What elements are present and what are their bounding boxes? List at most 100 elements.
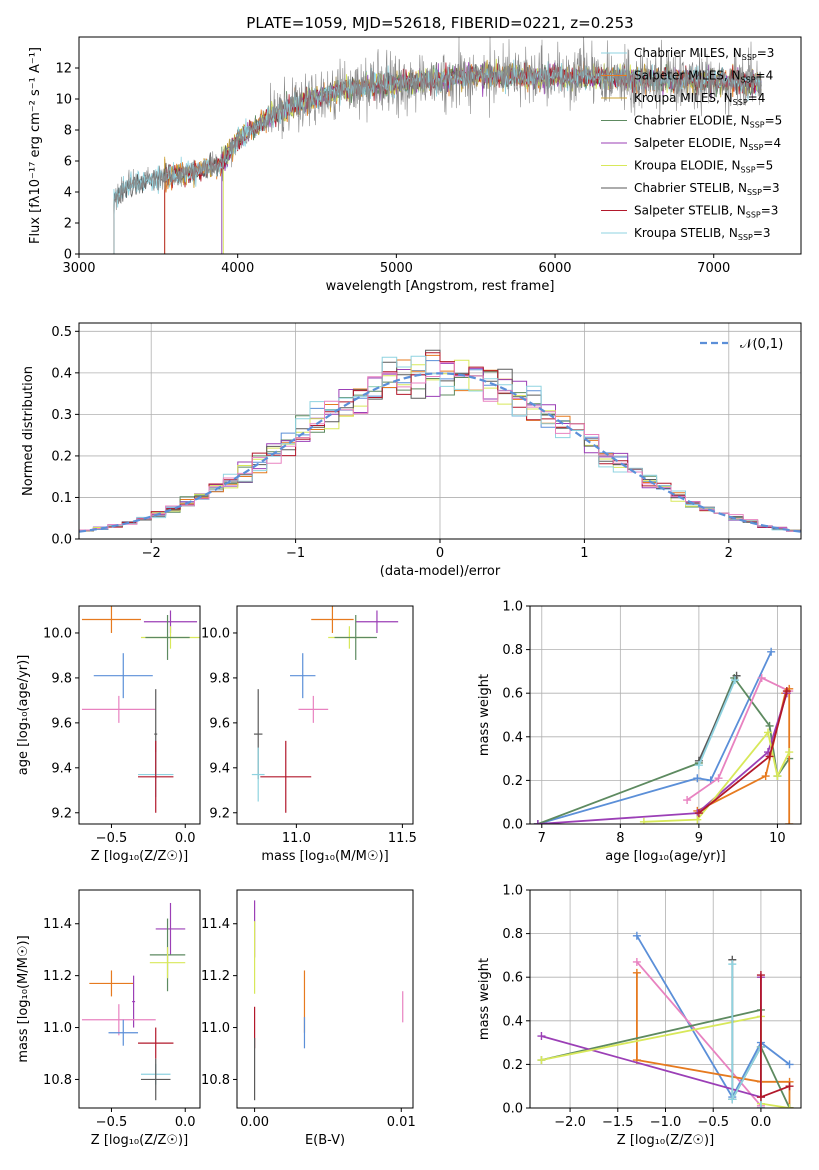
x-tick-label: 11.0 (282, 831, 311, 846)
weight-marker (694, 761, 703, 770)
weight-marker (785, 748, 794, 757)
plot-area (113, 37, 762, 254)
legend: 𝒩(0,1) (700, 337, 783, 352)
weight-marker (765, 721, 774, 730)
y-tick-label: 0.6 (502, 971, 523, 986)
legend-entry: Kroupa ELODIE, NSSP=5 (634, 159, 773, 175)
x-axis-label: Z [log₁₀(Z/Z☉)] (91, 849, 188, 864)
normal-reference-curve (79, 372, 801, 533)
weight-marker (765, 752, 774, 761)
panel-weight_vs_age: 7 8 9 10 0.0 0.2 0.4 0.6 0.8 1.0 age [log₁₀(age/yr… (477, 600, 802, 864)
weight-marker (731, 676, 740, 685)
legend-entry: Chabrier ELODIE, NSSP=5 (634, 114, 782, 130)
axes-frame (236, 605, 414, 825)
x-tick-label: 8 (616, 831, 624, 846)
weight-marker (632, 931, 641, 940)
weight-series (686, 676, 790, 801)
x-tick-label: 0.0 (751, 1115, 772, 1130)
x-tick-label: 7000 (697, 261, 730, 276)
weight-marker (757, 673, 766, 682)
x-tick-label: 0 (436, 546, 444, 561)
weight-marker (728, 960, 737, 969)
legend: Chabrier MILES, NSSP=3 Salpeter MILES, NS… (601, 46, 782, 242)
panel-age_vs_mass: 11.0 11.5 9.2 9.4 9.6 9.8 10.0 mass [log₁₀(M/M☉… (201, 605, 417, 864)
y-tick-label: 9.2 (51, 806, 72, 821)
x-tick-label: 11.5 (388, 831, 417, 846)
y-tick-label: 0.8 (502, 927, 523, 942)
x-axis-label: age [log₁₀(age/yr)] (605, 849, 726, 864)
axes-frame (78, 322, 802, 540)
x-axis-label: wavelength [Angstrom, rest frame] (326, 279, 555, 294)
axes-frame (529, 605, 802, 825)
x-tick-label: 3000 (62, 261, 95, 276)
weight-series (731, 964, 762, 1108)
y-tick-label: 6 (64, 155, 72, 170)
y-tick-label: 9.4 (209, 761, 230, 776)
y-tick-label: 11.4 (43, 917, 72, 932)
weight-marker (694, 809, 703, 818)
x-tick-label: −2 (142, 546, 161, 561)
y-axis-label: age [log₁₀(age/yr)] (16, 655, 31, 776)
y-axis-label: mass [log₁₀(M/M☉)] (16, 935, 31, 1062)
y-tick-label: 0.3 (51, 408, 72, 423)
y-tick-label: 1.0 (502, 884, 523, 899)
weight-series (541, 977, 762, 1108)
panel-spectrum: 3000 4000 5000 6000 7000 0 2 4 6 8 10 12 wavelength … (28, 14, 802, 294)
weight-marker (632, 968, 641, 977)
y-axis-label: mass weight (477, 674, 492, 756)
weight-marker (683, 796, 692, 805)
weight-marker (785, 820, 794, 824)
y-tick-label: 1.0 (502, 600, 523, 615)
y-tick-label: 0.4 (502, 730, 523, 745)
weight-marker (782, 687, 791, 696)
y-axis-label: Flux [fλ10⁻¹⁷ erg cm⁻² s⁻¹ A⁻¹] (28, 47, 43, 244)
weight-marker (732, 671, 741, 680)
x-tick-label: −1 (286, 546, 305, 561)
y-tick-label: 2 (64, 217, 72, 232)
weight-marker (785, 1082, 794, 1091)
y-tick-label: 11.2 (201, 969, 230, 984)
residual-histogram (79, 362, 801, 535)
panel-residuals: −2 −1 0 1 2 0.0 0.1 0.2 0.3 0.4 0.5 (data-model)/er… (21, 322, 802, 579)
x-axis-label: (data-model)/error (380, 564, 501, 579)
y-tick-label: 0.2 (51, 449, 72, 464)
y-tick-label: 0.1 (51, 491, 72, 506)
y-tick-label: 0.4 (51, 366, 72, 381)
y-tick-label: 0.2 (502, 1058, 523, 1073)
x-tick-label: −2.0 (554, 1115, 586, 1130)
y-tick-label: 0.0 (502, 1102, 523, 1117)
y-tick-label: 0.2 (502, 774, 523, 789)
plot-area (79, 349, 801, 535)
plot-area (81, 902, 186, 1101)
weight-marker (639, 817, 648, 824)
y-tick-label: 0.0 (502, 818, 523, 833)
y-tick-label: 4 (64, 186, 72, 201)
weight-series (537, 651, 773, 824)
y-tick-label: 0.0 (51, 533, 72, 548)
plot-area (251, 606, 399, 813)
legend-entry: 𝒩(0,1) (740, 337, 783, 352)
weight-marker (632, 957, 641, 966)
x-tick-label: 10 (769, 831, 786, 846)
y-tick-label: 9.8 (209, 671, 230, 686)
x-tick-label: 0.01 (387, 1115, 416, 1130)
y-tick-label: 11.2 (43, 969, 72, 984)
legend-entry: Salpeter STELIB, NSSP=3 (634, 204, 778, 220)
weight-marker (756, 1104, 765, 1108)
axes-frame (78, 605, 201, 825)
weight-marker (693, 774, 702, 783)
legend-entry: Chabrier MILES, NSSP=3 (634, 46, 774, 62)
legend-entry: Salpeter ELODIE, NSSP=4 (634, 136, 781, 152)
panel-mass_vs_Z: −0.5 0.0 10.8 11.0 11.2 11.4 Z [log₁₀(Z/Z☉)] ma… (16, 889, 201, 1148)
x-tick-label: 4000 (221, 261, 254, 276)
x-tick-label: 7 (538, 831, 546, 846)
weight-marker (714, 774, 723, 783)
legend-entry: Chabrier STELIB, NSSP=3 (634, 181, 780, 197)
axes-frame (78, 36, 802, 255)
x-tick-label: 0.0 (175, 1115, 196, 1130)
weight-series (643, 730, 791, 823)
x-tick-label: −0.5 (697, 1115, 729, 1130)
y-tick-label: 11.4 (201, 917, 230, 932)
legend-entry: Kroupa MILES, NSSP=4 (634, 91, 765, 107)
